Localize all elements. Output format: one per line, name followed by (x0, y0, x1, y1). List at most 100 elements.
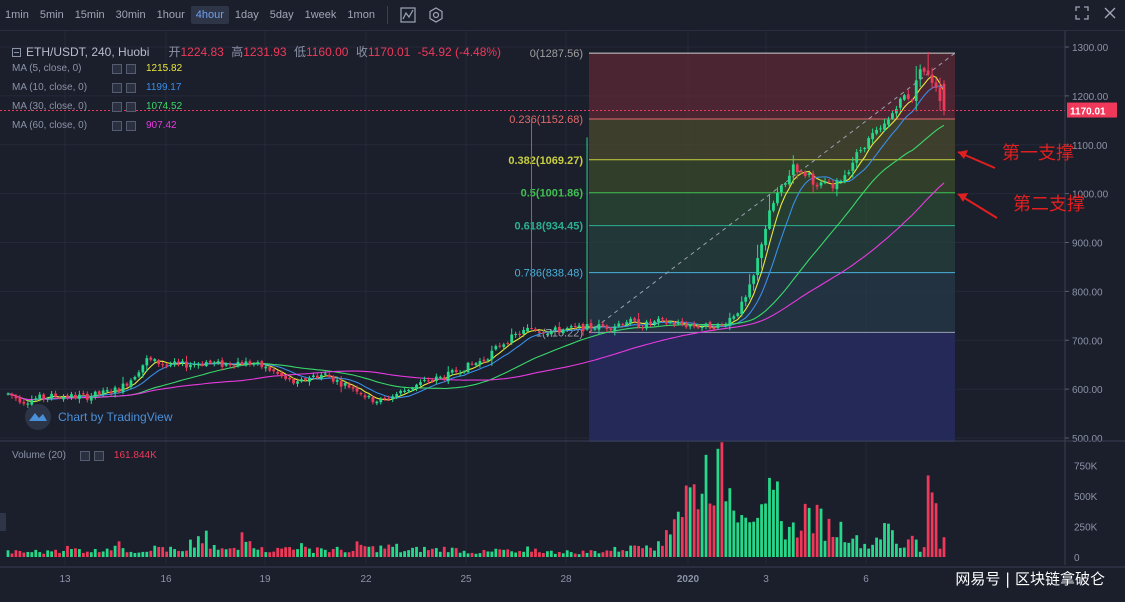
ma-legend-row: MA (60, close, 0) 907.42 (12, 120, 177, 131)
timeframe-1hour[interactable]: 1hour (156, 9, 185, 21)
ma-label: MA (30, close, 0) (12, 101, 88, 112)
timeframe-1mon[interactable]: 1mon (347, 9, 375, 21)
volume-bar (446, 552, 450, 557)
volume-bar (74, 548, 77, 557)
timeframe-5min[interactable]: 5min (39, 9, 64, 21)
candle-body (284, 375, 288, 379)
candle-body (256, 362, 260, 364)
volume-bar (54, 549, 57, 557)
volume-remove-icon[interactable] (93, 450, 104, 461)
candle-body (617, 323, 621, 327)
volume-bar (58, 552, 61, 557)
candle-body (351, 387, 355, 389)
volume-bar (470, 552, 474, 557)
y-tick-label: 1000.00 (1072, 190, 1109, 201)
candle-body (105, 390, 109, 392)
ma-settings-icon[interactable] (112, 120, 122, 131)
candle-body (732, 316, 736, 319)
candle-body (292, 378, 295, 384)
volume-bar (367, 546, 371, 557)
ma-label: MA (5, close, 0) (12, 63, 82, 74)
candle-body (700, 326, 704, 328)
timeframe-5day[interactable]: 5day (269, 9, 294, 21)
ma-settings-icon[interactable] (112, 82, 122, 93)
volume-bar (839, 521, 843, 557)
volume-bar (653, 550, 656, 557)
timeframe-1week[interactable]: 1week (304, 9, 337, 21)
price-chart[interactable]: 0(1287.56) 0.236(1152.68) 0.382(1069.27) 0.… (0, 31, 1125, 597)
volume-bar (859, 548, 863, 557)
arrowhead (958, 193, 968, 202)
candle-body (831, 183, 835, 189)
volume-bar (18, 550, 22, 557)
timeframe-1min[interactable]: 1min (5, 9, 29, 21)
candle-body (601, 324, 605, 327)
volume-bar (387, 544, 391, 557)
watermark: 网易号 | 区块链拿破仑 (955, 570, 1105, 588)
volume-bar (672, 519, 676, 557)
timeframe-4hour[interactable]: 4hour (190, 6, 229, 24)
volume-settings-icon[interactable] (79, 450, 90, 461)
candle-body (546, 333, 549, 335)
volume-bar (113, 545, 117, 557)
ma-settings-icon[interactable] (112, 63, 122, 74)
candle-body (81, 393, 85, 395)
candle-body (125, 383, 129, 386)
fullscreen-icon[interactable] (1075, 6, 1089, 25)
timeframe-1day[interactable]: 1day (234, 9, 259, 21)
candle-body (728, 317, 732, 326)
volume-bar (772, 489, 775, 557)
candle-body (407, 389, 410, 391)
volume-bar (573, 553, 577, 557)
close-icon[interactable] (1103, 6, 1117, 25)
candle-body (204, 362, 208, 366)
volume-bar (597, 553, 601, 557)
volume-bar (657, 541, 660, 557)
volume-bar (696, 509, 700, 557)
ma-settings-icon[interactable] (112, 101, 122, 112)
timeframe-15min[interactable]: 15min (74, 9, 105, 21)
chart-area[interactable]: 0(1287.56) 0.236(1152.68) 0.382(1069.27) 0.… (0, 31, 1125, 597)
volume-bars (6, 442, 946, 557)
volume-bar (304, 546, 307, 557)
candle-body (34, 398, 38, 401)
last-price-label: 1170.01 (1070, 107, 1106, 118)
timeframe-30min[interactable]: 30min (115, 9, 146, 21)
x-tick-label: 16 (160, 574, 172, 585)
volume-bar (375, 552, 379, 557)
volume-bar (78, 549, 81, 557)
ma-remove-icon[interactable] (126, 63, 136, 74)
volume-bar (10, 553, 14, 557)
settings-icon[interactable] (426, 6, 446, 24)
candle-body (312, 375, 315, 377)
candle-body (145, 358, 149, 366)
volume-bar (181, 551, 184, 557)
candle-body (803, 171, 807, 176)
volume-bar (343, 552, 347, 557)
candle-body (736, 313, 740, 316)
candle-body (494, 346, 498, 350)
candle-body (216, 361, 220, 363)
ma-remove-icon[interactable] (126, 82, 136, 93)
volume-bar (399, 552, 403, 557)
candle-body (177, 361, 180, 364)
candle-body (609, 328, 613, 330)
candle-body (863, 147, 867, 150)
fib-zone (589, 159, 955, 193)
candle-body (434, 376, 438, 382)
indicators-icon[interactable] (398, 6, 418, 24)
collapse-icon[interactable] (12, 48, 21, 57)
ma-remove-icon[interactable] (126, 120, 136, 131)
volume-bar (851, 538, 855, 557)
candle-body (561, 329, 565, 334)
candle-body (276, 371, 280, 374)
volume-bar (185, 550, 188, 557)
volume-bar (157, 546, 161, 557)
candle-body (887, 119, 890, 125)
candle-body (724, 325, 728, 327)
ma-remove-icon[interactable] (126, 101, 136, 112)
candle-body (835, 180, 839, 190)
volume-bar (688, 487, 692, 557)
volume-bar (244, 541, 248, 557)
candle-body (510, 334, 514, 343)
